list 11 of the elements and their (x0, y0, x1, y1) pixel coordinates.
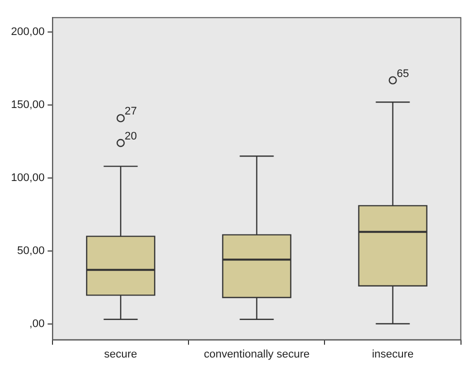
x-tick-label: insecure (372, 348, 414, 360)
annotation: 27 (124, 106, 137, 118)
y-tick-label: 150,00 (10, 99, 45, 112)
y-tick-label: 200,00 (10, 26, 45, 38)
y-tick-label: ,00 (29, 318, 45, 330)
y-tick-label: 100,00 (10, 172, 45, 184)
x-tick-label: conventionally secure (204, 348, 310, 360)
x-tick-label: secure (104, 348, 138, 360)
annotation: 65 (396, 68, 410, 80)
y-tick-label: 50,00 (17, 244, 45, 257)
annotation: 20 (124, 130, 137, 143)
